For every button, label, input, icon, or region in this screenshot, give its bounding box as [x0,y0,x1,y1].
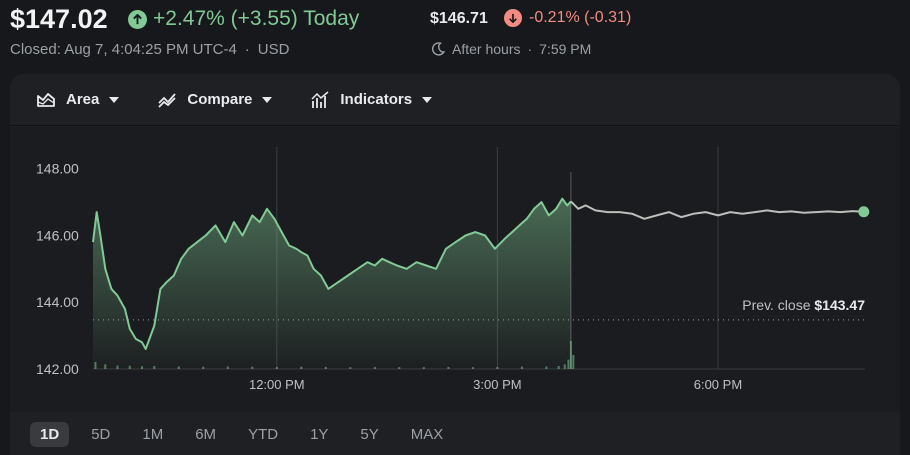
closed-label: Closed: Aug 7, 4:04:25 PM UTC-4 [10,41,237,58]
price-line [92,197,572,350]
arrow-down-icon [504,9,522,27]
volume-bar [569,341,572,369]
y-tick-label: 146.00 [36,227,79,243]
after-hours-change: -0.21% (-0.31) [504,9,631,27]
prev-close-label-text: Prev. close [742,297,814,313]
y-tick-label: 148.00 [36,161,79,177]
x-tick-label: 3:00 PM [473,377,521,392]
current-price: $147.02 [10,4,108,34]
indicators-label: Indicators [340,91,413,108]
indicators-icon [311,90,329,108]
separator: · [527,41,533,57]
chart-card: Area Compare Indicators 148.00 146.00 144.… [10,74,900,455]
volume-bar [572,355,575,369]
area-chart-icon [37,92,55,107]
compare-label: Compare [187,91,253,108]
after-hours-price: $146.71 [430,10,488,27]
y-tick-label: 142.00 [36,361,79,377]
range-1d[interactable]: 1D [30,422,70,447]
x-tick-label: 12:00 PM [249,377,305,392]
chart-type-label: Area [66,91,100,108]
daily-change: +2.47% (+3.55) Today [128,7,359,31]
moon-icon [431,42,446,56]
y-tick-label: 144.00 [36,294,79,310]
latest-price-dot [858,206,870,218]
prev-close-value: $143.47 [814,297,865,313]
daily-change-text: +2.47% (+3.55) Today [153,7,360,30]
range-6m[interactable]: 6M [195,426,217,443]
compare-button[interactable]: Compare [157,90,273,110]
indicators-button[interactable]: Indicators [310,90,433,110]
after-hours-change-text: -0.21% (-0.31) [529,9,632,26]
price-chart-svg: 148.00 146.00 144.00 142.00 12:00 PM 3:00 PM 6… [36,147,870,392]
caret-down-icon [422,96,433,103]
currency-label: USD [257,41,290,58]
range-1y[interactable]: 1Y [310,426,329,443]
range-5y[interactable]: 5Y [360,426,379,443]
arrow-up-icon [128,9,147,29]
caret-down-icon [262,96,273,103]
range-5d[interactable]: 5D [91,426,111,443]
prev-close-label: Prev. close $143.47 [742,297,865,313]
market-status: Closed: Aug 7, 4:04:25 PM UTC-4 · USD [10,41,289,58]
after-hours-label: After hours [452,41,521,57]
separator: · [244,41,250,58]
after-hours-line [570,200,864,220]
compare-icon [158,92,177,108]
range-max[interactable]: MAX [410,426,444,443]
caret-down-icon [109,96,120,103]
after-hours-status: After hours · 7:59 PM [430,41,591,57]
after-hours-time: 7:59 PM [539,41,592,57]
x-tick-label: 6:00 PM [694,377,742,392]
range-ytd[interactable]: YTD [248,426,279,443]
price-chart[interactable]: 148.00 146.00 144.00 142.00 12:00 PM 3:00 PM 6… [10,127,900,412]
chart-toolbar: Area Compare Indicators [10,74,900,126]
range-1m[interactable]: 1M [142,426,164,443]
chart-type-button[interactable]: Area [36,90,120,110]
quote-header: $147.02 +2.47% (+3.55) Today Closed: Aug… [10,0,910,70]
price-area [93,198,571,369]
range-selector: 1D 5D 1M 6M YTD 1Y 5Y MAX [10,414,900,455]
